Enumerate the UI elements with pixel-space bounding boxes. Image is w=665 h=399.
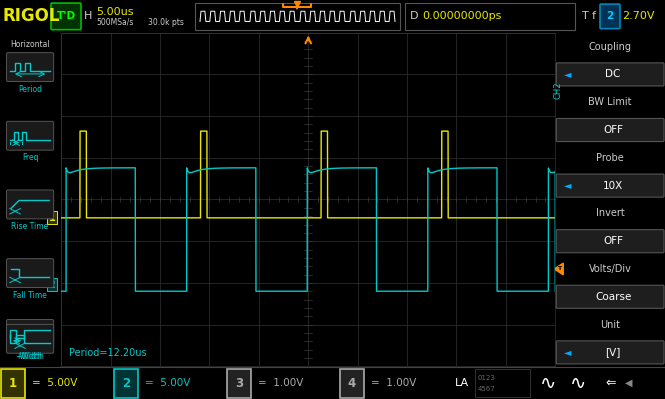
- Text: 1: 1: [9, 377, 17, 390]
- Text: 1: 1: [49, 213, 55, 223]
- Text: 4567: 4567: [478, 386, 495, 392]
- Text: 2.70V: 2.70V: [622, 11, 654, 22]
- Text: 30.0k pts: 30.0k pts: [148, 18, 184, 27]
- Text: ◄: ◄: [563, 181, 571, 191]
- Text: ∿: ∿: [540, 374, 557, 393]
- Text: 2: 2: [606, 11, 614, 22]
- Bar: [405, 3, 575, 30]
- FancyBboxPatch shape: [114, 369, 138, 398]
- Text: RIGOL: RIGOL: [3, 7, 61, 26]
- Text: 2: 2: [122, 377, 130, 390]
- Text: +Width: +Width: [16, 352, 45, 361]
- Text: CH2: CH2: [554, 82, 563, 99]
- FancyBboxPatch shape: [7, 259, 54, 288]
- FancyBboxPatch shape: [556, 341, 664, 364]
- Text: -Width: -Width: [17, 352, 43, 361]
- Text: 0123: 0123: [478, 375, 496, 381]
- Text: OFF: OFF: [603, 125, 623, 135]
- FancyBboxPatch shape: [7, 320, 54, 348]
- FancyBboxPatch shape: [1, 369, 25, 398]
- Text: 2: 2: [49, 280, 55, 290]
- FancyBboxPatch shape: [7, 121, 54, 150]
- Text: ◄: ◄: [563, 348, 571, 358]
- Text: Coarse: Coarse: [595, 292, 631, 302]
- Bar: [195, 3, 400, 30]
- Text: ◄: ◄: [563, 69, 571, 79]
- FancyBboxPatch shape: [227, 369, 251, 398]
- Text: Freq: Freq: [22, 153, 39, 162]
- Text: ◀: ◀: [625, 378, 632, 388]
- Text: T: T: [557, 267, 561, 271]
- Text: OFF: OFF: [603, 236, 623, 246]
- Text: Invert: Invert: [596, 208, 624, 218]
- Text: Rise Time: Rise Time: [11, 222, 49, 231]
- Text: H: H: [84, 11, 92, 22]
- Text: T: T: [582, 11, 589, 22]
- FancyBboxPatch shape: [556, 63, 664, 86]
- Text: Horizontal: Horizontal: [10, 40, 50, 49]
- Text: Period: Period: [18, 85, 42, 94]
- Text: =  5.00V: = 5.00V: [32, 378, 77, 388]
- FancyBboxPatch shape: [556, 119, 664, 142]
- FancyBboxPatch shape: [556, 285, 664, 308]
- Text: 500MSa/s: 500MSa/s: [96, 18, 134, 27]
- Text: T'D: T'D: [57, 11, 76, 22]
- Text: 4: 4: [348, 377, 356, 390]
- FancyBboxPatch shape: [51, 3, 81, 30]
- FancyBboxPatch shape: [7, 324, 54, 353]
- Text: Fall Time: Fall Time: [13, 291, 47, 300]
- Text: Coupling: Coupling: [589, 41, 632, 51]
- Text: 0.00000000ps: 0.00000000ps: [422, 11, 501, 22]
- Text: BW Limit: BW Limit: [589, 97, 632, 107]
- FancyBboxPatch shape: [7, 190, 54, 219]
- Polygon shape: [555, 263, 563, 275]
- Bar: [475, 369, 530, 397]
- Text: Volts/Div: Volts/Div: [589, 264, 632, 274]
- Text: ∿: ∿: [570, 374, 587, 393]
- Text: ⇐: ⇐: [605, 377, 616, 390]
- FancyBboxPatch shape: [556, 230, 664, 253]
- Text: =  1.00V: = 1.00V: [258, 378, 303, 388]
- Text: [V]: [V]: [605, 348, 621, 358]
- Text: Probe: Probe: [597, 153, 624, 163]
- Text: =  5.00V: = 5.00V: [145, 378, 190, 388]
- Text: LA: LA: [455, 378, 469, 388]
- Text: 3: 3: [235, 377, 243, 390]
- Text: 10X: 10X: [603, 181, 623, 191]
- Text: f: f: [592, 11, 596, 22]
- Text: D: D: [410, 11, 418, 22]
- FancyBboxPatch shape: [556, 174, 664, 197]
- Text: DC: DC: [605, 69, 621, 79]
- FancyBboxPatch shape: [600, 4, 620, 29]
- Text: Period=12.20us: Period=12.20us: [68, 348, 146, 358]
- Text: Unit: Unit: [600, 320, 620, 330]
- Text: 5.00us: 5.00us: [96, 7, 134, 17]
- Text: =  1.00V: = 1.00V: [371, 378, 416, 388]
- FancyBboxPatch shape: [7, 53, 54, 81]
- FancyBboxPatch shape: [340, 369, 364, 398]
